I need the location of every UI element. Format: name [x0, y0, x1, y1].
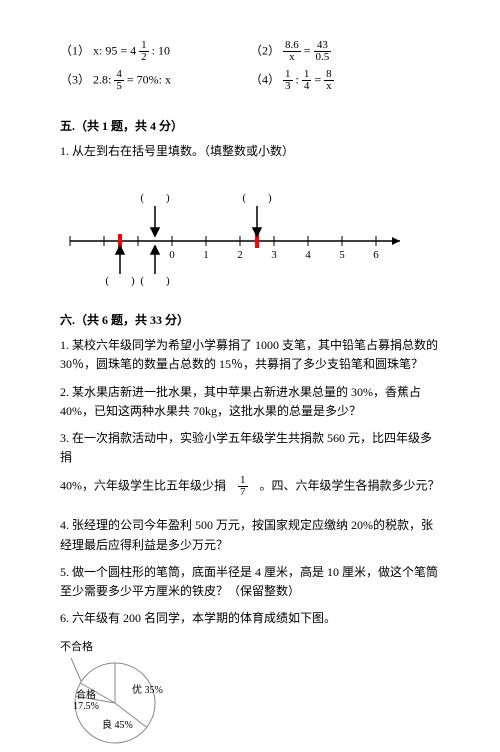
- equation-3: （3） 2.8: 45 = 70%: x: [60, 69, 250, 92]
- svg-text:2: 2: [237, 249, 243, 261]
- section-6-q3: 3. 在一次捐款活动中，实验小学五年级学生共捐款 560 元，比四年级多捐: [60, 429, 440, 467]
- section-6-header: 六.（共 6 题，共 33 分）: [60, 311, 440, 328]
- svg-text:1: 1: [203, 249, 209, 261]
- section-6-q5: 5. 做一个圆柱形的笔筒，底面半径是 4 厘米，高是 10 厘米，做这个笔筒至少…: [60, 563, 440, 601]
- svg-text:( ): ( ): [140, 192, 170, 204]
- section-6-q6: 6. 六年级有 200 名同学，本学期的体育成绩如下图。: [60, 609, 440, 628]
- svg-text:合格: 合格: [76, 688, 96, 701]
- section-5-q1: 1. 从左到右在括号里填数。（填整数或小数）: [60, 142, 440, 161]
- svg-text:6: 6: [373, 249, 379, 261]
- svg-text:( ): ( ): [140, 275, 170, 286]
- section-6-q1: 1. 某校六年级同学为希望小学募捐了 1000 支笔，其中铅笔占募捐总数的 30…: [60, 336, 440, 374]
- section-6-q3b: 40%，六年级学生比五年级少捐 17 。四、六年级学生各捐款多少元？: [60, 475, 440, 498]
- section-6-q4: 4. 张经理的公司今年盈利 500 万元，按国家规定应缴纳 20%的税款，张经理…: [60, 516, 440, 554]
- section-6-q2: 2. 某水果店新进一批水果，其中苹果占新进水果总量的 30%，香蕉占 40%，已…: [60, 383, 440, 421]
- svg-text:( ): ( ): [242, 192, 272, 204]
- svg-text:( ): ( ): [105, 275, 135, 286]
- section-5-header: 五.（共 1 题，共 4 分）: [60, 117, 440, 134]
- equation-block: （1） x: 95 = 4 12 : 10 （2） 8.6x = 430.5 （…: [60, 40, 440, 92]
- equation-4: （4） 13 : 14 = 8x: [250, 69, 440, 92]
- number-line: 0 1 2 3 4 5 6 ( ) ( ) ( ) ( ): [60, 186, 440, 286]
- svg-text:不合格: 不合格: [60, 639, 93, 653]
- svg-text:良 45%: 良 45%: [102, 718, 133, 731]
- pie-chart: 不合格 合格 17.5% 优 35% 良 45%: [60, 638, 190, 748]
- svg-text:优 35%: 优 35%: [132, 683, 163, 696]
- svg-text:0: 0: [169, 249, 175, 261]
- equation-2: （2） 8.6x = 430.5: [250, 40, 440, 63]
- svg-text:3: 3: [271, 249, 277, 261]
- equation-1: （1） x: 95 = 4 12 : 10: [60, 40, 250, 63]
- svg-text:4: 4: [305, 249, 311, 261]
- svg-text:5: 5: [339, 249, 345, 261]
